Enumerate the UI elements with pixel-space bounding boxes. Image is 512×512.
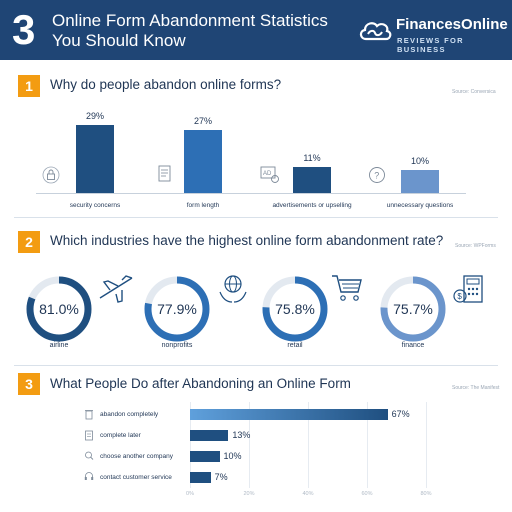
section-1-source: Source: Conversica: [452, 89, 496, 95]
donut-arc: [262, 276, 328, 342]
bar-value-label: 10%: [410, 155, 429, 166]
gridline: [367, 402, 368, 488]
row-label: choose another company: [100, 453, 173, 460]
donut-category-label: airline: [49, 342, 69, 349]
hbar-value-label: 67%: [391, 409, 410, 419]
hbar-value-label: 7%: [214, 472, 228, 482]
row-label: contact customer service: [100, 474, 172, 481]
bar-value-label: 11%: [303, 153, 321, 164]
search-icon: [85, 451, 94, 460]
headset-icon: [84, 472, 94, 480]
bar-1: [76, 124, 114, 193]
gridline: [426, 402, 427, 488]
bar-category-label: security concerns: [69, 202, 121, 209]
x-tick-label: 20%: [243, 491, 255, 497]
donut-nonprofits: [144, 276, 210, 342]
section-3-number: 3: [18, 373, 40, 395]
section-3-title: What People Do after Abandoning an Onlin…: [50, 376, 351, 391]
airplane-icon: [99, 275, 133, 303]
ad-icon: AD: [260, 166, 279, 183]
gridline: [190, 402, 191, 488]
section-2-number: 2: [18, 231, 40, 253]
header-banner: 3 Online Form Abandonment Statistics You…: [0, 0, 512, 60]
hbar-2: [190, 430, 229, 441]
section-2-title: Which industries have the highest online…: [50, 233, 444, 248]
x-tick-label: 40%: [302, 491, 314, 497]
gridline: [249, 402, 250, 488]
page-title: Online Form Abandonment Statistics You S…: [52, 11, 328, 50]
bar-category-label: form length: [186, 202, 220, 209]
section-1-title: Why do people abandon online forms?: [50, 77, 282, 92]
donut-value-label: 75.8%: [275, 301, 315, 317]
bar-2: [184, 129, 222, 193]
donut-category-label: finance: [401, 342, 425, 349]
globe-hands-icon: [219, 275, 247, 303]
x-tick-label: 0%: [186, 491, 194, 497]
donut-arc: [144, 276, 210, 342]
svg-text:$: $: [457, 292, 462, 301]
logo-tagline: REVIEWS FOR BUSINESS: [397, 36, 464, 54]
donut-arc: [380, 276, 446, 342]
donut-retail: [262, 276, 328, 342]
section-3-source: Source: The Manifest: [452, 385, 500, 391]
x-tick-label: 60%: [361, 491, 373, 497]
section-divider: [14, 217, 498, 218]
cart-icon: [332, 275, 362, 301]
donut-value-label: 77.9%: [157, 301, 197, 317]
logo-name: FinancesOnline: [396, 16, 508, 33]
bar-3: [293, 167, 331, 193]
svg-text:?: ?: [374, 171, 379, 181]
hbar-1: [190, 409, 388, 420]
row-label: complete later: [100, 432, 141, 439]
bar-value-label: 27%: [193, 115, 212, 126]
form-icon: [158, 165, 171, 182]
section-2-source: Source: WPForms: [455, 243, 496, 249]
bar-value-label: 29%: [85, 110, 104, 121]
donut-finance: [380, 276, 446, 342]
bar-chart-baseline: [36, 193, 466, 194]
hbar-value-label: 13%: [232, 430, 251, 440]
x-tick-label: 80%: [420, 491, 432, 497]
donut-airline: [26, 276, 92, 342]
bar-category-label: unnecessary questions: [386, 202, 454, 209]
row-label: abandon completely: [100, 411, 159, 418]
trash-icon: [85, 410, 93, 420]
header-number: 3: [12, 6, 36, 53]
calculator-icon: $: [453, 275, 483, 303]
hbar-value-label: 10%: [223, 451, 242, 461]
gridline: [308, 402, 309, 488]
bar-4: [401, 169, 439, 193]
hbar-3: [190, 451, 220, 462]
donut-arc: [26, 276, 92, 342]
donut-value-label: 75.7%: [393, 301, 433, 317]
donut-value-label: 81.0%: [39, 301, 79, 317]
lock-icon: [42, 166, 60, 184]
donut-category-label: nonprofits: [161, 342, 193, 349]
donut-category-label: retail: [287, 342, 303, 349]
clipboard-icon: [85, 430, 93, 441]
bar-category-label: advertisements or upselling: [272, 202, 352, 209]
section-1-number: 1: [18, 75, 40, 97]
question-icon: ?: [369, 167, 385, 183]
cloud-logo-icon: [359, 22, 392, 41]
hbar-4: [190, 472, 211, 483]
svg-text:AD: AD: [263, 171, 272, 177]
section-divider: [14, 365, 498, 366]
